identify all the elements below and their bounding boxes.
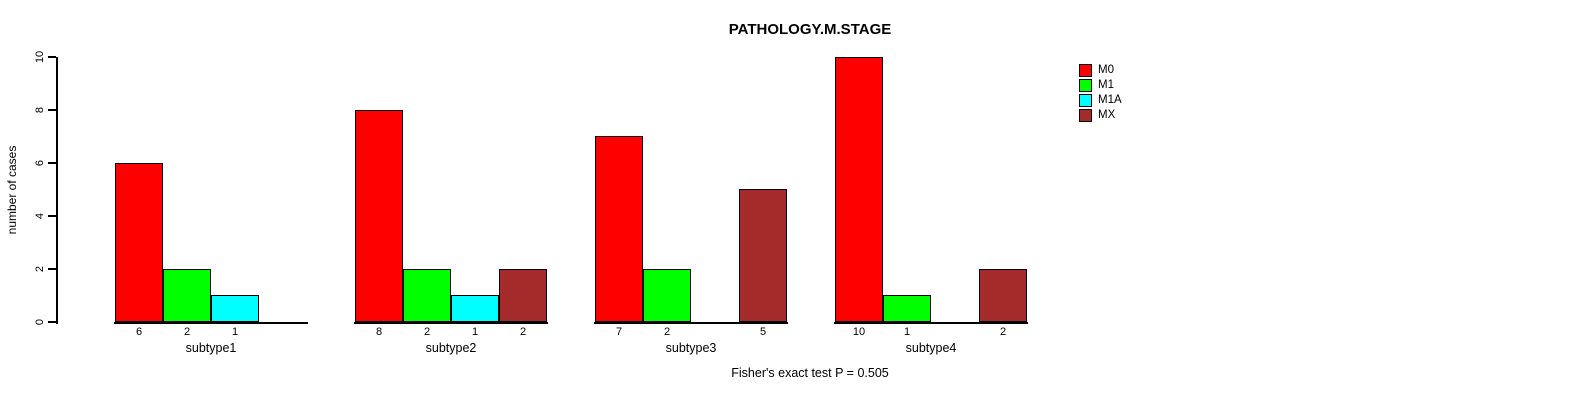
y-axis-tick bbox=[48, 321, 56, 323]
x-axis-baseline bbox=[594, 322, 788, 324]
category-label-subtype2: subtype2 bbox=[425, 341, 477, 355]
bar-subtype2-M0 bbox=[355, 110, 403, 322]
legend-swatch-MX bbox=[1079, 109, 1092, 122]
bar-subtype4-MX bbox=[979, 269, 1027, 322]
x-axis-baseline bbox=[114, 322, 308, 324]
y-axis-tick bbox=[48, 268, 56, 270]
y-axis-line bbox=[56, 57, 58, 324]
bar-value-label: 2 bbox=[183, 326, 191, 338]
category-label-subtype1: subtype1 bbox=[185, 341, 237, 355]
bar-subtype3-M1 bbox=[643, 269, 691, 322]
bar-value-label: 1 bbox=[231, 326, 239, 338]
y-axis-tick bbox=[48, 56, 56, 58]
bar-value-label: 2 bbox=[423, 326, 431, 338]
bar-subtype3-MX bbox=[739, 189, 787, 322]
bar-value-label: 10 bbox=[852, 326, 866, 338]
category-label-subtype4: subtype4 bbox=[905, 341, 957, 355]
x-axis-baseline bbox=[834, 322, 1028, 324]
legend-label-MX: MX bbox=[1098, 109, 1116, 121]
bar-subtype2-MX bbox=[499, 269, 547, 322]
y-axis-tick bbox=[48, 109, 56, 111]
bar-subtype4-M0 bbox=[835, 57, 883, 322]
bar-subtype2-M1 bbox=[403, 269, 451, 322]
legend-swatch-M0 bbox=[1079, 64, 1092, 77]
y-axis-tick-label: 6 bbox=[34, 159, 46, 167]
bar-value-label: 8 bbox=[375, 326, 383, 338]
bar-value-label: 1 bbox=[903, 326, 911, 338]
bar-value-label: 1 bbox=[471, 326, 479, 338]
bar-subtype1-M0 bbox=[115, 163, 163, 322]
bar-subtype1-M1A bbox=[211, 295, 259, 322]
y-axis-title: number of cases bbox=[5, 145, 19, 235]
y-axis-tick-label: 4 bbox=[34, 212, 46, 220]
bar-value-label: 7 bbox=[615, 326, 623, 338]
legend-swatch-M1 bbox=[1079, 79, 1092, 92]
statistical-test-annotation: Fisher's exact test P = 0.505 bbox=[731, 366, 889, 380]
y-axis-tick-label: 2 bbox=[34, 265, 46, 273]
y-axis-tick-label: 0 bbox=[34, 318, 46, 326]
y-axis-tick-label: 10 bbox=[34, 50, 46, 64]
bar-value-label: 5 bbox=[759, 326, 767, 338]
y-axis-tick bbox=[48, 162, 56, 164]
legend-swatch-M1A bbox=[1079, 94, 1092, 107]
bar-value-label: 6 bbox=[135, 326, 143, 338]
bar-value-label: 2 bbox=[519, 326, 527, 338]
bar-subtype3-M0 bbox=[595, 136, 643, 322]
legend-label-M1: M1 bbox=[1098, 79, 1114, 91]
legend-label-M0: M0 bbox=[1098, 64, 1114, 76]
bar-subtype1-M1 bbox=[163, 269, 211, 322]
y-axis-tick-label: 8 bbox=[34, 106, 46, 114]
bar-subtype2-M1A bbox=[451, 295, 499, 322]
category-label-subtype3: subtype3 bbox=[665, 341, 717, 355]
bar-value-label: 2 bbox=[663, 326, 671, 338]
bar-subtype4-M1 bbox=[883, 295, 931, 322]
bar-value-label: 2 bbox=[999, 326, 1007, 338]
x-axis-baseline bbox=[354, 322, 548, 324]
y-axis-tick bbox=[48, 215, 56, 217]
chart-title: PATHOLOGY.M.STAGE bbox=[728, 21, 892, 38]
legend-label-M1A: M1A bbox=[1098, 94, 1122, 106]
